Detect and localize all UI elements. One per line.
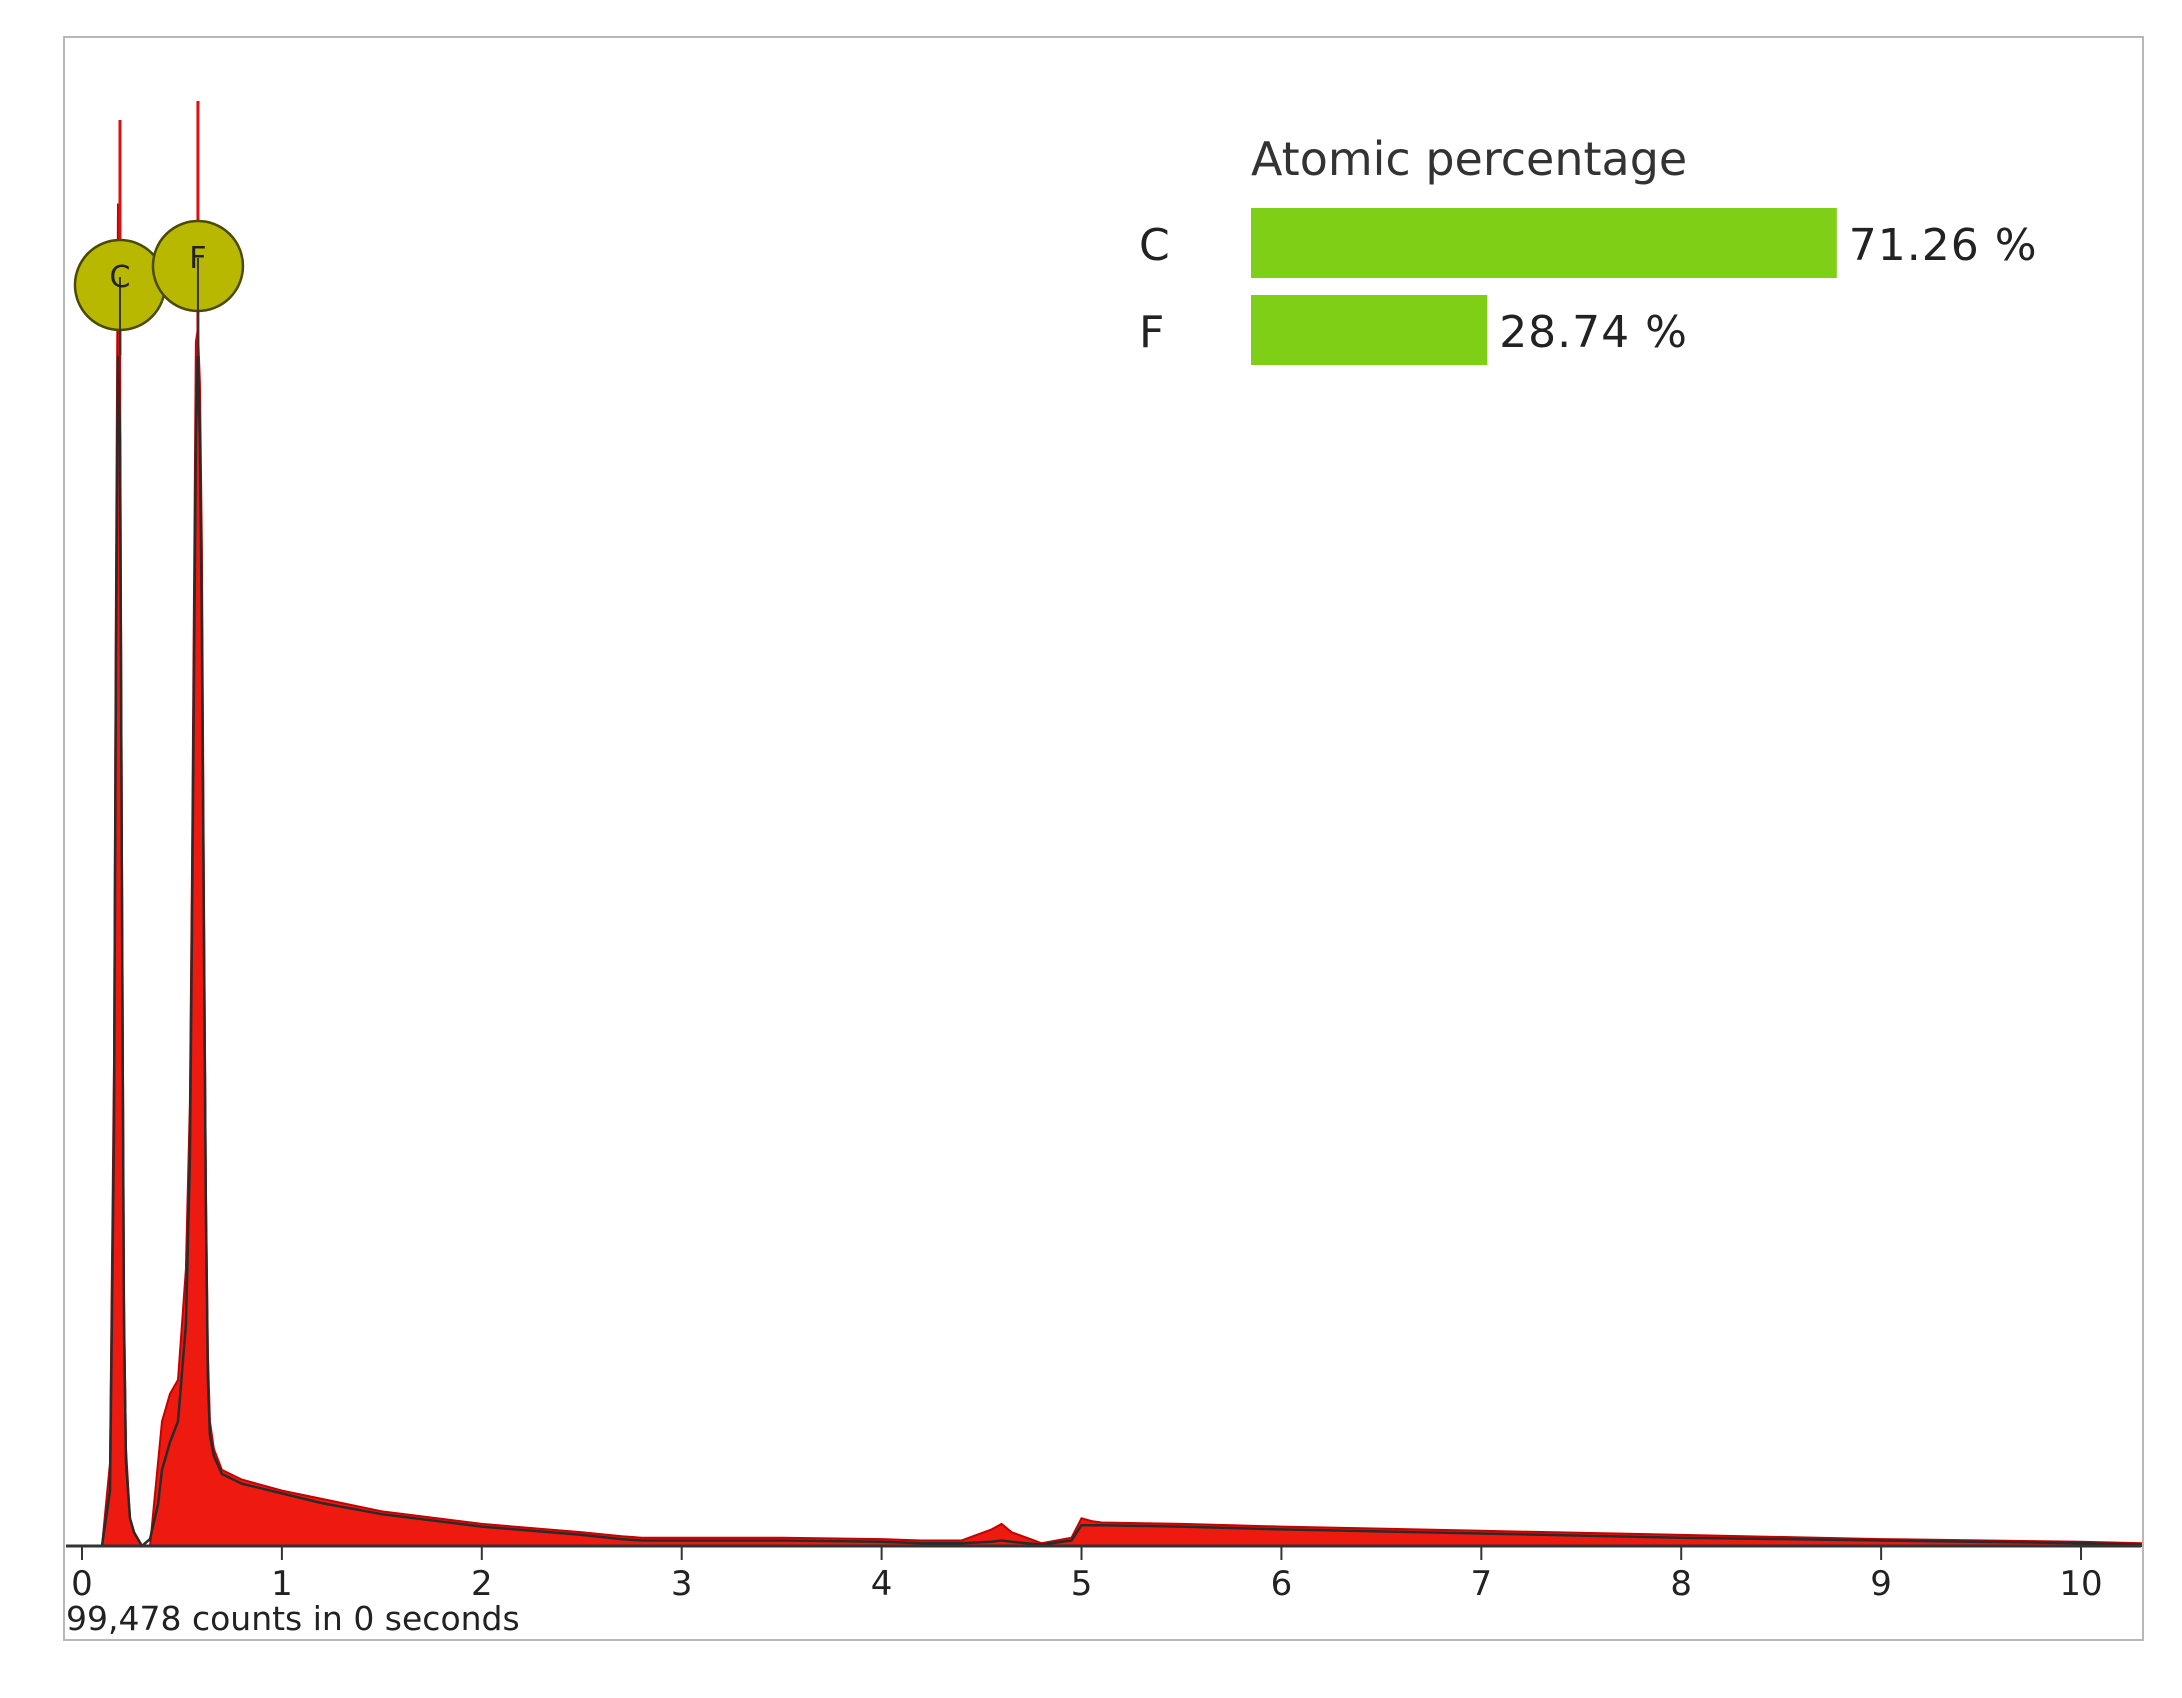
atomic-percentage-inset: Atomic percentage C 71.26 % F 28.74 % — [1139, 132, 2038, 365]
x-tick-label: 10 — [2059, 1564, 2102, 1604]
x-tick-label: 3 — [671, 1564, 693, 1604]
peak-marker-label: F — [189, 241, 206, 276]
inset-bar — [1251, 295, 1488, 365]
x-tick-label: 1 — [271, 1564, 293, 1604]
x-tick-label: 4 — [871, 1564, 893, 1604]
inset-category-label: F — [1139, 307, 1164, 358]
x-tick-label: 6 — [1271, 1564, 1293, 1604]
x-tick-label: 7 — [1471, 1564, 1493, 1604]
peak-marker-label: C — [110, 260, 131, 295]
plot-frame — [63, 36, 2144, 1641]
x-tick-label: 9 — [1870, 1564, 1892, 1604]
fit-line — [82, 355, 2142, 1548]
inset-title: Atomic percentage — [1251, 132, 1687, 186]
spectrum-layer — [82, 203, 2142, 1548]
counts-label: 99,478 counts in 0 seconds — [66, 1599, 520, 1638]
inset-bar — [1251, 208, 1837, 278]
x-tick-label: 8 — [1670, 1564, 1692, 1604]
x-tick-label: 0 — [71, 1564, 93, 1604]
inset-value-label: 71.26 % — [1849, 220, 2038, 271]
x-tick-label: 2 — [471, 1564, 493, 1604]
inset-value-label: 28.74 % — [1499, 307, 1688, 358]
x-axis-ticks: 0 1 2 3 4 5 6 7 8 9 10 — [71, 1546, 2103, 1604]
inset-category-label: C — [1139, 220, 1170, 271]
x-tick-label: 5 — [1071, 1564, 1093, 1604]
peak-markers: CF — [73, 101, 245, 356]
